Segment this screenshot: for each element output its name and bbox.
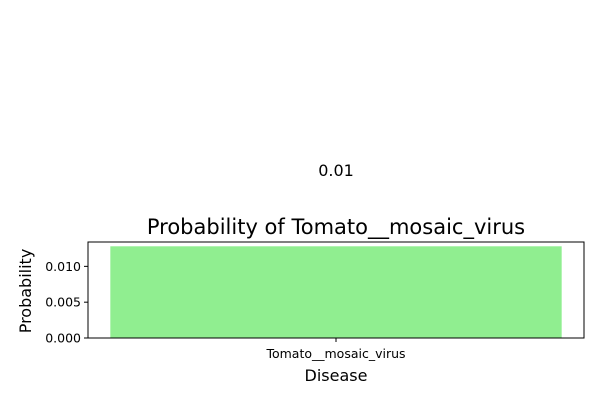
x-axis-label: Disease bbox=[305, 366, 368, 385]
bar-value-label: 0.01 bbox=[318, 161, 354, 180]
chart-title: Probability of Tomato__mosaic_virus bbox=[147, 215, 525, 240]
x-axis-ticks: Tomato__mosaic_virus bbox=[265, 338, 406, 361]
x-tick-label: Tomato__mosaic_virus bbox=[265, 346, 405, 361]
bars-group bbox=[110, 246, 562, 338]
y-axis-label: Probability bbox=[16, 249, 35, 334]
y-tick-label: 0.000 bbox=[45, 331, 81, 346]
y-tick-label: 0.005 bbox=[45, 295, 81, 310]
y-tick-label: 0.010 bbox=[45, 259, 81, 274]
bar-Tomato__mosaic_virus bbox=[110, 246, 562, 338]
y-axis-ticks: 0.000 0.005 0.010 bbox=[45, 259, 88, 346]
